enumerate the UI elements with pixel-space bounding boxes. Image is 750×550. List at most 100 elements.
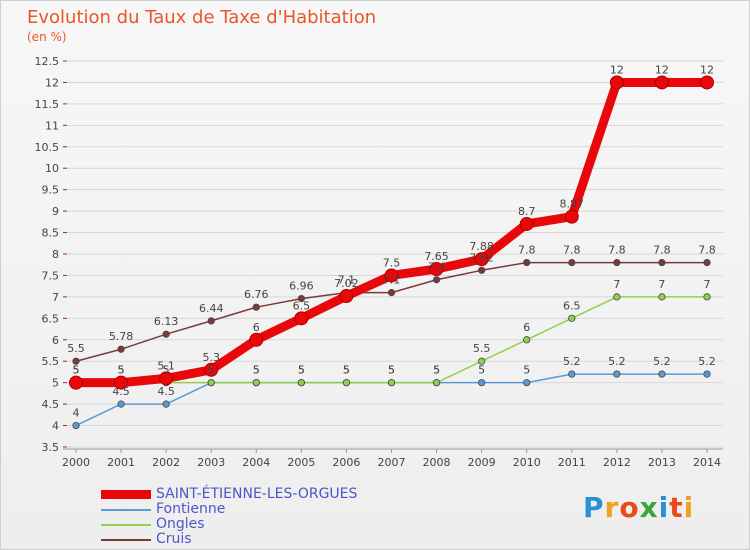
y-tick-label: 8.5 — [42, 227, 60, 240]
data-label: 8.87 — [560, 198, 585, 211]
data-label: 5 — [208, 364, 215, 377]
legend-swatch — [101, 524, 151, 526]
legend-item: Cruis — [101, 532, 431, 547]
data-label: 5 — [388, 364, 395, 377]
y-tick-label: 5.5 — [42, 355, 60, 368]
data-label: 5.2 — [698, 355, 716, 368]
data-point — [72, 421, 80, 430]
x-tick-label: 2003 — [197, 456, 225, 469]
data-label: 5 — [163, 364, 170, 377]
data-label: 7.1 — [338, 274, 356, 287]
y-tick-label: 6.5 — [42, 312, 60, 325]
data-point — [613, 293, 621, 301]
x-tick-label: 2010 — [513, 456, 541, 469]
x-tick-label: 2008 — [423, 456, 451, 469]
data-label: 5 — [208, 364, 215, 377]
data-label: 7.02 — [334, 277, 359, 290]
data-point — [429, 262, 444, 277]
legend-item: Ongles — [101, 517, 431, 532]
y-tick-label: 12 — [45, 76, 59, 89]
data-point — [658, 293, 666, 301]
data-point — [162, 330, 170, 338]
data-point — [613, 258, 621, 267]
data-label: 7.8 — [518, 244, 536, 257]
data-label: 7.65 — [424, 250, 449, 263]
data-label: 5 — [433, 364, 440, 377]
y-tick-label: 9 — [52, 205, 59, 218]
data-point — [703, 293, 711, 301]
data-label: 7.88 — [469, 240, 494, 253]
logo-letter: t — [669, 491, 684, 524]
data-label: 5 — [298, 364, 305, 377]
y-tick-label: 9.5 — [42, 184, 60, 197]
data-point — [474, 252, 489, 267]
data-label: 5.1 — [157, 359, 175, 372]
y-tick-label: 3.5 — [42, 441, 60, 454]
logo-letter: P — [583, 491, 605, 524]
data-point — [294, 311, 309, 326]
logo-letter: x — [639, 491, 659, 524]
data-point — [703, 370, 711, 378]
data-point — [162, 400, 170, 408]
data-point — [117, 400, 125, 408]
data-label: 7 — [658, 278, 665, 291]
data-label: 5 — [478, 364, 485, 377]
data-label: 5 — [523, 364, 530, 377]
data-point — [478, 357, 486, 365]
x-tick-label: 2006 — [332, 456, 360, 469]
legend-swatch — [101, 490, 151, 499]
data-label: 7.62 — [469, 251, 494, 264]
y-tick-label: 5 — [52, 377, 59, 390]
legend-label: Cruis — [156, 531, 192, 547]
data-point — [207, 379, 215, 387]
data-point — [387, 288, 396, 297]
data-label: 12 — [700, 63, 714, 76]
data-point — [613, 370, 621, 378]
data-point — [658, 258, 666, 267]
x-tick-label: 2013 — [648, 456, 676, 469]
data-label: 5 — [388, 364, 395, 377]
data-point — [519, 216, 534, 231]
data-label: 5.2 — [653, 355, 671, 368]
data-point — [114, 375, 129, 390]
data-label: 4.5 — [157, 385, 175, 398]
data-label: 6.44 — [199, 302, 224, 315]
data-point — [207, 317, 215, 325]
data-label: 5.3 — [202, 351, 220, 364]
data-label: 6.5 — [293, 299, 311, 312]
legend-item: Fontienne — [101, 502, 431, 517]
x-tick-label: 2002 — [152, 456, 180, 469]
data-point — [297, 379, 305, 387]
data-label: 6.13 — [154, 315, 179, 328]
data-label: 6.5 — [563, 299, 581, 312]
y-tick-label: 7 — [52, 291, 59, 304]
data-label: 5.5 — [473, 342, 491, 355]
data-point — [159, 371, 174, 386]
x-tick-label: 2001 — [107, 456, 135, 469]
data-label: 7.8 — [653, 244, 671, 257]
data-label: 6.76 — [244, 288, 269, 301]
y-tick-label: 7.5 — [42, 269, 60, 282]
y-tick-label: 10 — [45, 162, 59, 175]
data-label: 4 — [73, 407, 80, 420]
data-label: 5 — [73, 364, 80, 377]
y-tick-label: 12.5 — [35, 55, 60, 68]
data-point — [700, 75, 714, 90]
logo-letter: i — [658, 491, 670, 524]
data-label: 6.96 — [289, 280, 314, 293]
data-label: 7.4 — [428, 261, 446, 274]
y-tick-label: 8 — [52, 248, 59, 261]
data-label: 8.7 — [518, 205, 536, 218]
data-point — [249, 332, 264, 347]
legend-item: SAINT-ÉTIENNE-LES-ORGUES — [101, 487, 431, 502]
data-label: 12 — [610, 63, 624, 76]
x-tick-label: 2012 — [603, 456, 631, 469]
y-tick-label: 11 — [45, 119, 59, 132]
data-point — [568, 370, 576, 378]
data-point — [658, 370, 666, 378]
data-label: 5 — [298, 364, 305, 377]
data-label: 7.8 — [608, 244, 626, 257]
data-label: 5 — [118, 364, 125, 377]
